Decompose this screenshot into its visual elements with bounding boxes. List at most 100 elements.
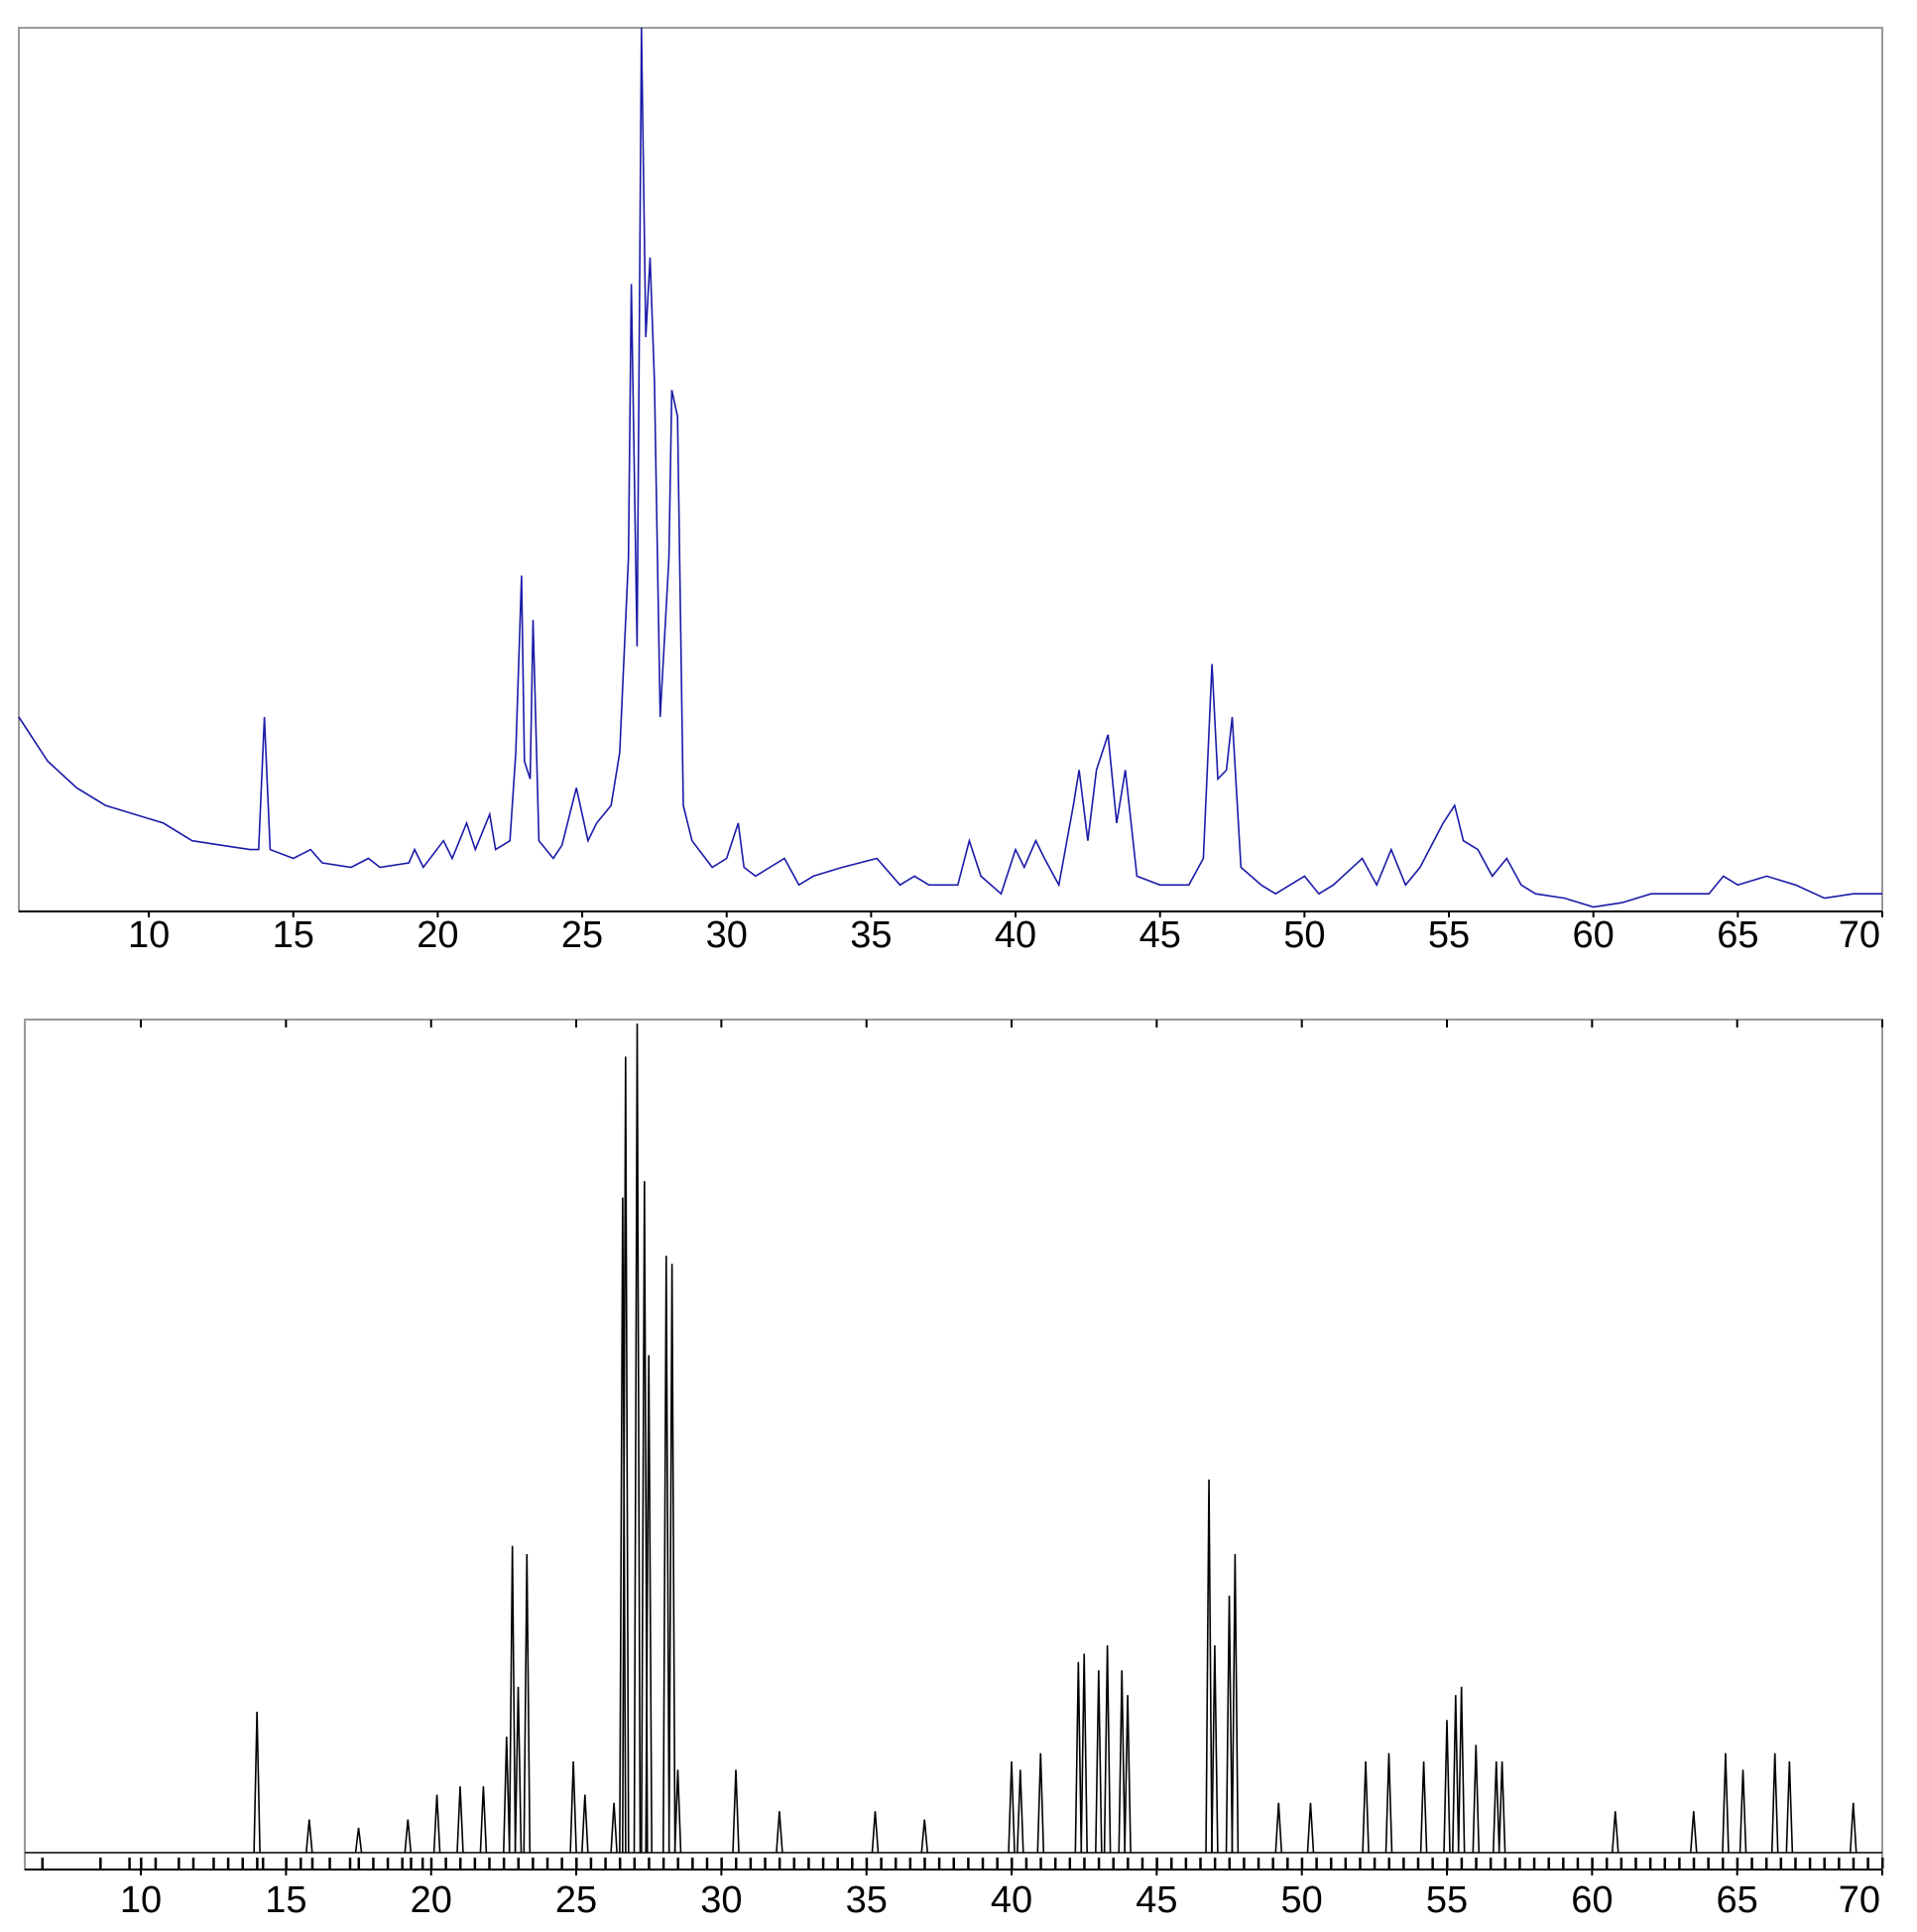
peak [1225, 1595, 1234, 1854]
reflection-tick [261, 1858, 265, 1869]
peak [1457, 1686, 1466, 1854]
reflection-tick [923, 1858, 926, 1869]
reflection-tick [473, 1858, 477, 1869]
reflection-tick [1402, 1858, 1405, 1869]
reflection-tick [720, 1858, 723, 1869]
peak [1689, 1811, 1698, 1854]
reflection-tick [1127, 1858, 1130, 1869]
peak [1770, 1752, 1779, 1854]
reflection-tick [1692, 1858, 1696, 1869]
reflection-tick [429, 1858, 433, 1869]
reflection-tick [1184, 1858, 1188, 1869]
reflection-tick [1169, 1858, 1173, 1869]
reflection-tick [778, 1858, 781, 1869]
peak [1384, 1752, 1393, 1854]
reflection-tick [1257, 1858, 1260, 1869]
reflection-tick [241, 1858, 244, 1869]
reflection-tick [894, 1858, 898, 1869]
reflection-tick [1416, 1858, 1420, 1869]
peak [610, 1802, 618, 1854]
peak [1211, 1644, 1219, 1854]
peak [508, 1545, 517, 1854]
reflection-tick [735, 1858, 738, 1869]
peak [1492, 1761, 1500, 1854]
reflection-tick [575, 1858, 578, 1869]
reflection-tick [836, 1858, 839, 1869]
top-frame [18, 27, 1883, 912]
reflection-tick [1881, 1858, 1884, 1869]
x-tick-label: 25 [561, 914, 603, 956]
x-tick-label: 40 [991, 1879, 1032, 1921]
reflection-tick [410, 1858, 413, 1869]
reflection-tick [1097, 1858, 1101, 1869]
x-tick-label: 65 [1717, 914, 1758, 956]
reflection-tick [1300, 1858, 1304, 1869]
reflection-tick [1199, 1858, 1202, 1869]
peak [1785, 1761, 1794, 1854]
reflection-tick [386, 1858, 390, 1869]
reflection-tick [1591, 1858, 1594, 1869]
peak [1738, 1769, 1747, 1854]
reflection-tick [1024, 1858, 1028, 1869]
reflection-tick [488, 1858, 491, 1869]
reflection-tick [1722, 1858, 1725, 1869]
x-tick-label: 55 [1428, 914, 1470, 956]
reflection-tick [178, 1858, 180, 1869]
reflection-tick [691, 1858, 694, 1869]
peak [661, 1256, 670, 1854]
peak [432, 1794, 441, 1854]
peak [456, 1786, 464, 1854]
reflection-tick [1532, 1858, 1536, 1869]
reflection-tick [705, 1858, 709, 1869]
reflection-tick [560, 1858, 563, 1869]
x-tick-label: 50 [1283, 914, 1325, 956]
x-tick-label: 15 [273, 914, 314, 956]
x-tick-label: 45 [1139, 914, 1181, 956]
reflection-tick [1518, 1858, 1521, 1869]
x-tick-label: 55 [1426, 1879, 1468, 1921]
x-tick-label: 20 [411, 1879, 452, 1921]
reflection-tick [1228, 1858, 1232, 1869]
x-tick-label: 45 [1136, 1879, 1177, 1921]
peak [633, 1023, 642, 1854]
reflection-tick [401, 1858, 404, 1869]
x-tick-label: 40 [995, 914, 1036, 956]
reflection-tick [880, 1858, 883, 1869]
peak [920, 1819, 929, 1854]
reflection-tick [226, 1858, 230, 1869]
reflection-tick [458, 1858, 462, 1869]
peak [1362, 1761, 1370, 1854]
peak [621, 1056, 630, 1854]
reflection-tick [1750, 1858, 1753, 1869]
peak [1419, 1761, 1428, 1854]
peak [1095, 1670, 1103, 1854]
reflection-tick [618, 1858, 622, 1869]
reflection-tick [348, 1858, 352, 1869]
reflection-tick [764, 1858, 767, 1869]
peak [404, 1819, 413, 1854]
reflection-tick [967, 1858, 970, 1869]
reflection-tick [128, 1858, 131, 1869]
reflection-tick [1605, 1858, 1609, 1869]
x-tick-label: 65 [1717, 1879, 1758, 1921]
reflection-tick [1329, 1858, 1333, 1869]
reflection-tick [1619, 1858, 1623, 1869]
reflection-tick [996, 1858, 999, 1869]
peak [354, 1827, 363, 1854]
reflection-tick [1736, 1858, 1739, 1869]
reflection-tick [1446, 1858, 1449, 1869]
x-tick-label: 30 [706, 914, 748, 956]
peak [1498, 1761, 1506, 1854]
reflection-tick [191, 1858, 195, 1869]
x-tick-label: 70 [1839, 914, 1880, 956]
reflection-tick [1475, 1858, 1478, 1869]
reflection-tick [1373, 1858, 1377, 1869]
peak [1452, 1695, 1460, 1854]
reflection-tick [545, 1858, 549, 1869]
reflection-tick [1663, 1858, 1667, 1869]
reflection-tick [604, 1858, 607, 1869]
x-tick-label: 35 [850, 914, 892, 956]
reflection-tick [1213, 1858, 1217, 1869]
reflection-tick [1315, 1858, 1318, 1869]
